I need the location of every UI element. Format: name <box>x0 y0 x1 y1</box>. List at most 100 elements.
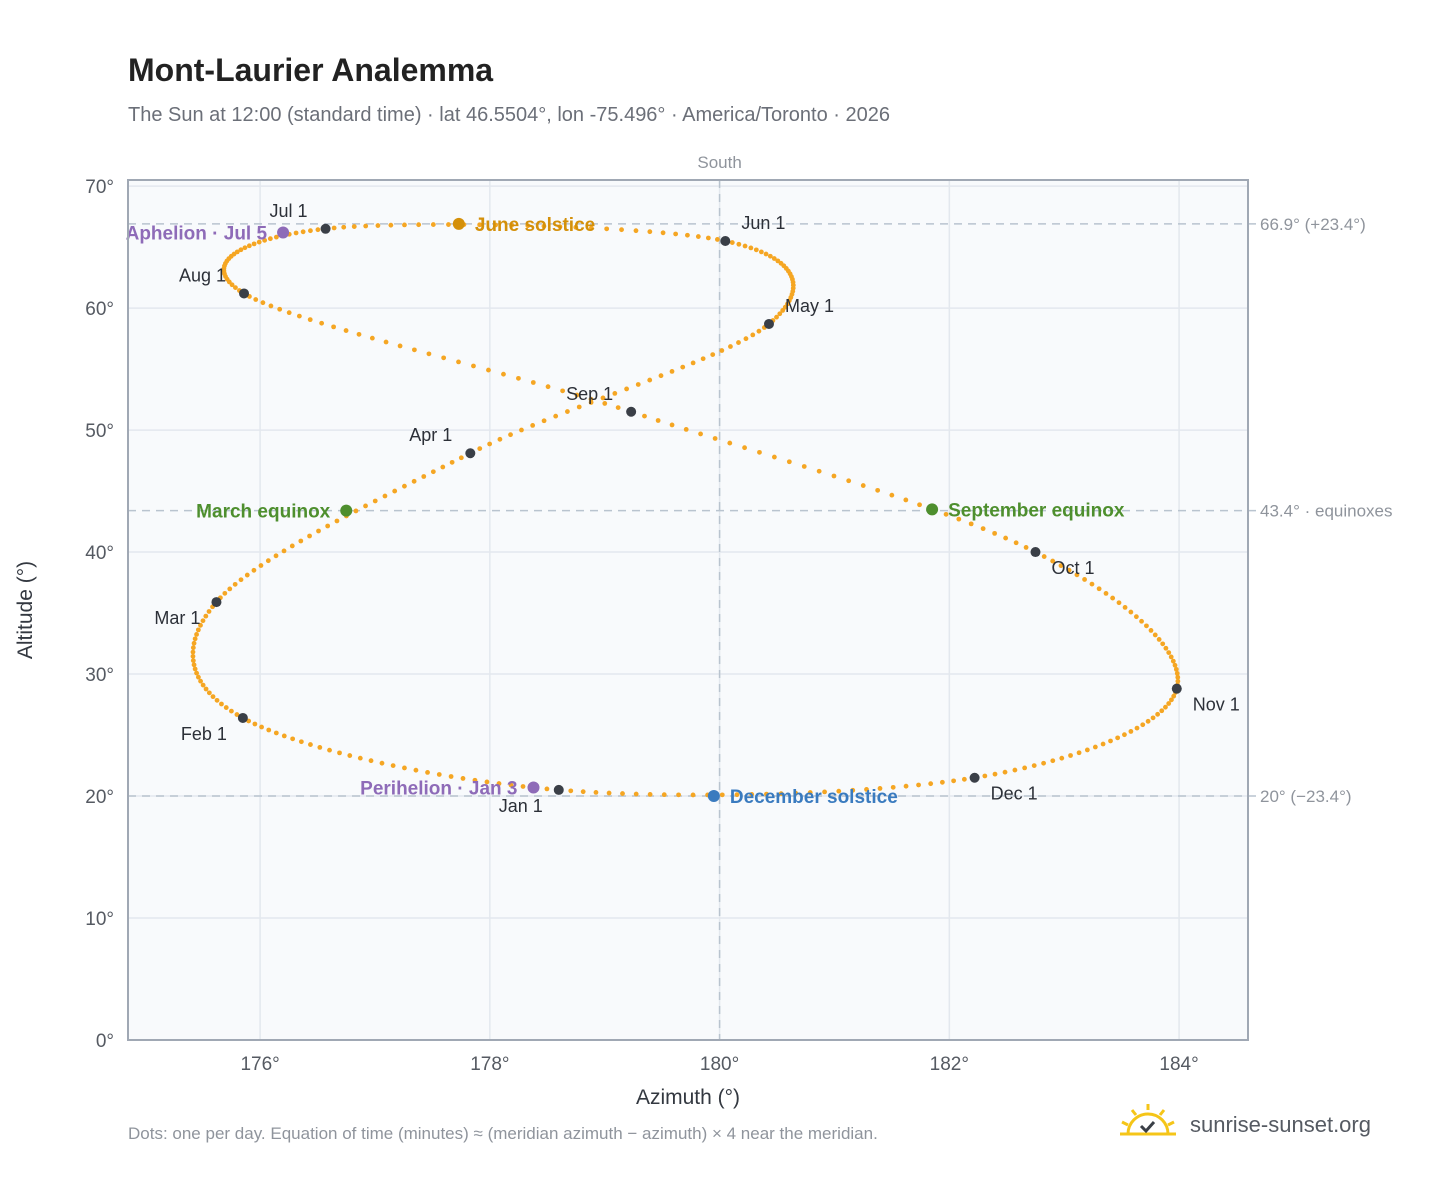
daily-sun-dot <box>242 245 248 251</box>
daily-sun-dot <box>742 445 747 451</box>
daily-sun-dot <box>472 777 478 783</box>
daily-sun-dot <box>1041 554 1047 559</box>
daily-sun-dot <box>1108 738 1113 744</box>
daily-sun-dot <box>300 229 306 235</box>
month-marker <box>763 318 774 329</box>
daily-sun-dot <box>1150 715 1156 721</box>
daily-sun-dot <box>939 779 945 785</box>
daily-sun-dot <box>1166 701 1172 706</box>
event-marker <box>277 226 290 239</box>
daily-sun-dot <box>565 409 570 414</box>
daily-sun-dot <box>238 577 244 583</box>
daily-sun-dot <box>402 222 407 228</box>
daily-sun-dot <box>992 530 998 536</box>
y-tick-label: 60° <box>85 299 114 320</box>
daily-sun-dot <box>775 258 781 264</box>
daily-sun-dot <box>635 382 641 387</box>
daily-sun-dot <box>801 464 807 469</box>
daily-sun-dot <box>750 332 756 338</box>
daily-sun-dot <box>458 455 464 461</box>
daily-sun-dot <box>440 464 446 470</box>
daily-sun-dot <box>757 449 762 455</box>
daily-sun-dot <box>351 224 357 229</box>
meridian-label: South <box>697 153 741 172</box>
daily-sun-dot <box>273 730 279 736</box>
daily-sun-dot <box>764 791 769 797</box>
y-tick-label: 30° <box>85 665 114 686</box>
daily-sun-dot <box>190 645 196 651</box>
daily-sun-dot <box>1152 632 1158 638</box>
daily-sun-dot <box>698 431 703 437</box>
daily-sun-dot <box>660 230 666 236</box>
daily-sun-dot <box>233 285 238 291</box>
daily-sun-dot <box>748 245 754 251</box>
daily-sun-dot <box>363 503 368 509</box>
daily-sun-dot <box>1092 744 1098 750</box>
daily-sun-dot <box>421 474 427 479</box>
daily-sun-dot <box>298 739 304 745</box>
daily-sun-dot <box>917 502 922 508</box>
daily-sun-dot <box>308 742 313 747</box>
daily-sun-dot <box>612 390 618 396</box>
daily-sun-dot <box>266 727 272 733</box>
daily-sun-dot <box>860 483 866 488</box>
daily-sun-dot <box>525 223 531 229</box>
daily-sun-dot <box>347 753 353 758</box>
daily-sun-dot <box>580 789 586 795</box>
daily-sun-dot <box>951 778 957 784</box>
daily-sun-dot <box>1170 658 1176 664</box>
daily-sun-dot <box>327 747 332 753</box>
daily-sun-dot <box>268 303 274 309</box>
daily-sun-dot <box>822 789 827 795</box>
daily-sun-dot <box>1084 747 1090 753</box>
event-marker <box>452 217 465 230</box>
daily-sun-dot <box>430 222 436 227</box>
daily-sun-dot <box>281 548 287 554</box>
daily-sun-dot <box>1041 760 1046 766</box>
daily-sun-dot <box>742 243 748 249</box>
daily-sun-dot <box>430 469 436 475</box>
daily-sun-dot <box>1169 697 1174 703</box>
daily-sun-dot <box>1128 609 1134 615</box>
daily-sun-dot <box>449 459 455 465</box>
y-tick-label: 0° <box>96 1031 114 1052</box>
daily-sun-dot <box>576 404 582 410</box>
daily-sun-dot <box>194 670 199 676</box>
daily-sun-dot <box>968 521 974 527</box>
daily-sun-dot <box>206 609 212 614</box>
daily-sun-dot <box>363 223 369 229</box>
month-marker-label: Aug 1 <box>179 265 226 285</box>
daily-sun-dot <box>203 613 209 619</box>
event-label: September equinox <box>948 500 1125 521</box>
daily-sun-dot <box>487 441 493 447</box>
daily-sun-dot <box>195 627 201 633</box>
daily-sun-dot <box>214 697 220 703</box>
daily-sun-dot <box>673 231 679 237</box>
daily-sun-dot <box>1145 718 1151 724</box>
daily-sun-dot <box>568 788 574 794</box>
daily-sun-dot <box>198 678 203 684</box>
daily-sun-dot <box>251 567 257 573</box>
daily-sun-dot <box>357 755 363 761</box>
daily-sun-dot <box>756 328 762 334</box>
daily-sun-dot <box>411 478 417 484</box>
daily-sun-dot <box>928 781 934 787</box>
daily-sun-dot <box>705 235 711 241</box>
event-marker <box>926 503 939 516</box>
daily-sun-dot <box>816 468 822 474</box>
daily-sun-dot <box>1173 666 1179 672</box>
daily-sun-dot <box>541 418 547 424</box>
y-axis-label: Altitude (°) <box>14 561 37 659</box>
daily-sun-dot <box>1122 732 1127 738</box>
daily-sun-dot <box>519 427 524 433</box>
daily-sun-dot <box>588 396 594 402</box>
brand-logo[interactable]: sunrise-sunset.org <box>1120 1100 1390 1150</box>
daily-sun-dot <box>1163 645 1169 651</box>
daily-sun-dot <box>251 241 257 247</box>
daily-sun-dot <box>619 227 624 233</box>
daily-sun-dot <box>683 427 689 432</box>
daily-sun-dot <box>229 282 235 288</box>
daily-sun-dot <box>192 666 198 672</box>
brand-name: sunrise-sunset.org <box>1190 1112 1371 1137</box>
daily-sun-dot <box>1066 567 1072 573</box>
